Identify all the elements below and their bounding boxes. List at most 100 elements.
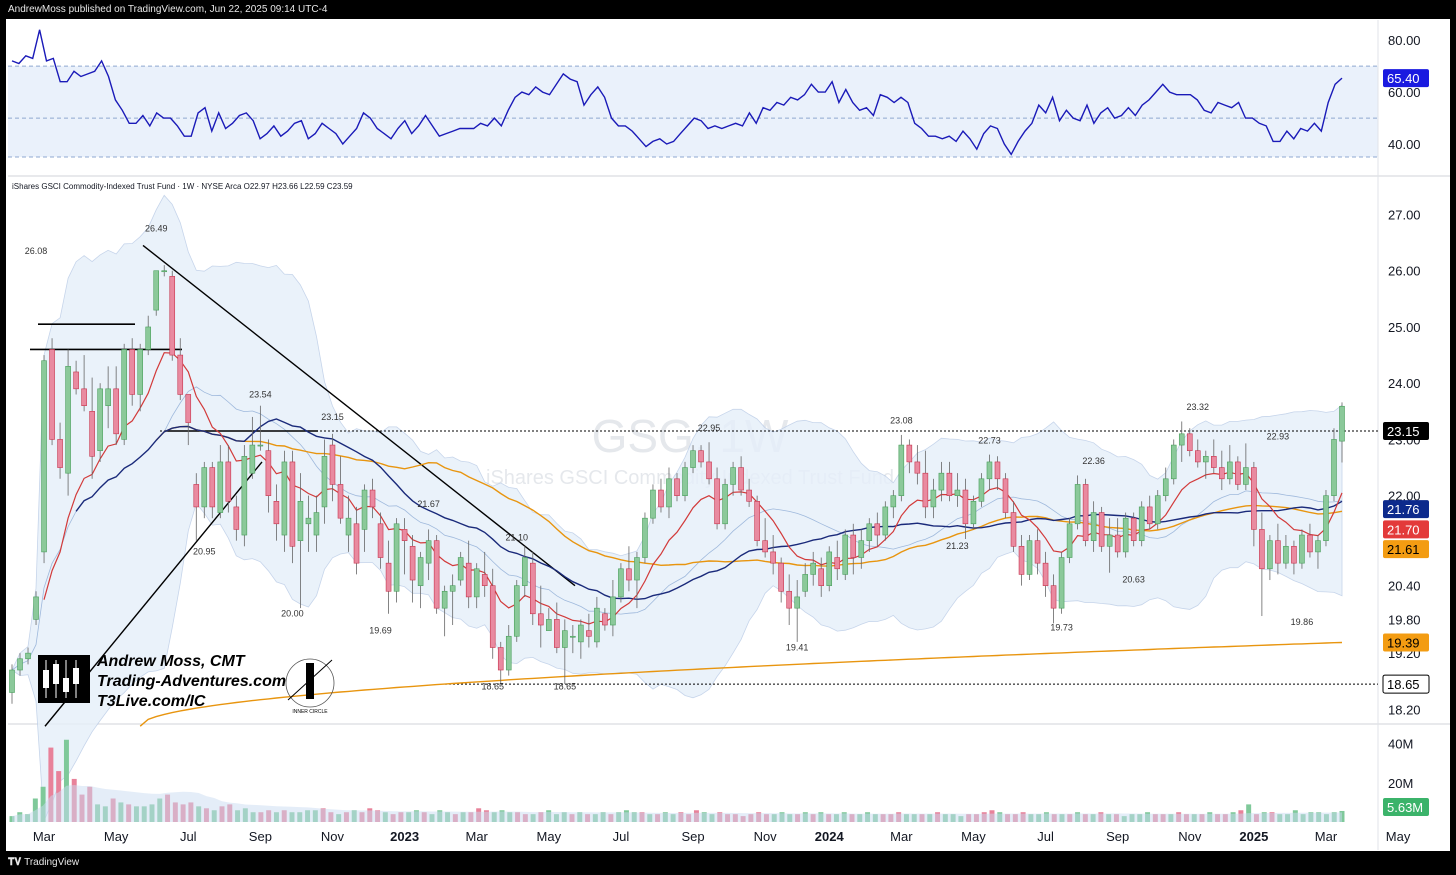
candle-body — [762, 540, 768, 553]
x-axis-tick: May — [104, 829, 129, 844]
price-annotation: 21.10 — [505, 533, 528, 543]
candle — [305, 495, 312, 552]
candle — [738, 456, 744, 496]
candle — [9, 664, 15, 704]
candle-body — [1058, 557, 1065, 609]
candle-body — [954, 489, 961, 496]
candle-body — [746, 489, 752, 502]
candle-body — [938, 472, 945, 491]
candle — [1106, 518, 1113, 573]
candle-body — [1283, 545, 1289, 564]
candle — [273, 484, 280, 541]
volume-y-tick: 40M — [1388, 737, 1413, 752]
candle — [554, 602, 560, 654]
candle-body — [33, 596, 39, 620]
sma-200 — [139, 641, 1343, 727]
candle — [289, 450, 296, 564]
price-annotation: 19.69 — [369, 625, 392, 635]
price-annotation: 19.86 — [1291, 617, 1314, 627]
rsi-y-tick: 80.00 — [1388, 33, 1421, 48]
price-annotation: 21.23 — [946, 541, 969, 551]
candle — [337, 456, 344, 524]
candle — [562, 619, 568, 685]
candle — [882, 501, 889, 541]
candle — [762, 518, 768, 558]
x-axis-tick: May — [961, 829, 986, 844]
candle — [698, 445, 704, 468]
candle — [425, 529, 432, 581]
candle — [225, 445, 232, 513]
candle-body — [1098, 512, 1105, 547]
price-tag — [1383, 520, 1429, 539]
candle — [714, 467, 720, 530]
volume-bar — [63, 739, 69, 822]
candle-body — [321, 456, 328, 508]
candle-body — [882, 506, 889, 536]
candle — [1178, 421, 1185, 462]
candle — [834, 540, 841, 581]
bollinger-envelope — [11, 194, 1343, 821]
candle-body — [826, 551, 833, 586]
candle-body — [1090, 512, 1097, 541]
x-axis-tick: Jul — [613, 829, 630, 844]
price-tag — [1383, 500, 1429, 519]
price-y-tick: 19.80 — [1388, 612, 1421, 627]
candle — [778, 557, 784, 603]
price-annotation: 20.95 — [193, 547, 216, 557]
candle-body — [578, 624, 584, 643]
candle — [17, 653, 23, 676]
candle-body — [626, 568, 632, 581]
candle — [113, 366, 119, 446]
candle-body — [906, 444, 913, 463]
candle-body — [970, 501, 977, 525]
x-axis-tick: 2025 — [1239, 829, 1268, 844]
candle-body — [441, 590, 448, 609]
candle-body — [313, 512, 320, 536]
candle — [481, 551, 488, 597]
tradingview-footer: 𝐓𝐕 TradingView — [8, 857, 79, 868]
candle-body — [281, 461, 288, 536]
candle-body — [17, 658, 23, 671]
candle-body — [914, 461, 921, 474]
candle — [1098, 506, 1105, 552]
inner-circle-emblem-bar — [306, 663, 314, 699]
candle — [177, 338, 184, 401]
candle — [497, 641, 504, 685]
candle-body — [89, 411, 95, 457]
candle-body — [361, 489, 368, 530]
x-axis-tick: 2023 — [390, 829, 419, 844]
candle-body — [658, 489, 664, 508]
candle — [922, 450, 929, 519]
candle — [1267, 535, 1273, 581]
candle — [473, 563, 480, 609]
candle — [594, 596, 600, 648]
candle — [1146, 495, 1153, 530]
candle — [257, 405, 264, 451]
price-y-tick: 24.00 — [1388, 376, 1421, 391]
candle — [121, 343, 127, 446]
candle-body — [505, 635, 512, 671]
volume-bar — [48, 747, 54, 822]
candle — [1211, 439, 1217, 474]
candle-body — [81, 388, 87, 406]
candle-body — [898, 444, 905, 496]
volume-bar — [32, 798, 38, 822]
candle — [754, 495, 760, 547]
candle — [810, 551, 816, 586]
candle-body — [1162, 478, 1169, 496]
price-tag-label: 21.70 — [1387, 522, 1420, 537]
candle-body — [730, 467, 736, 485]
candle — [1323, 490, 1329, 547]
candle — [281, 450, 288, 552]
candle — [33, 591, 39, 626]
candle — [1114, 518, 1121, 558]
candle — [1026, 535, 1033, 581]
candle — [994, 456, 1001, 491]
candle-body — [449, 585, 456, 592]
candle — [97, 383, 103, 462]
candle-body — [994, 461, 1001, 480]
candle — [570, 625, 576, 654]
candle — [682, 461, 688, 502]
candle-body — [241, 456, 248, 536]
sma-30 — [75, 418, 1343, 601]
